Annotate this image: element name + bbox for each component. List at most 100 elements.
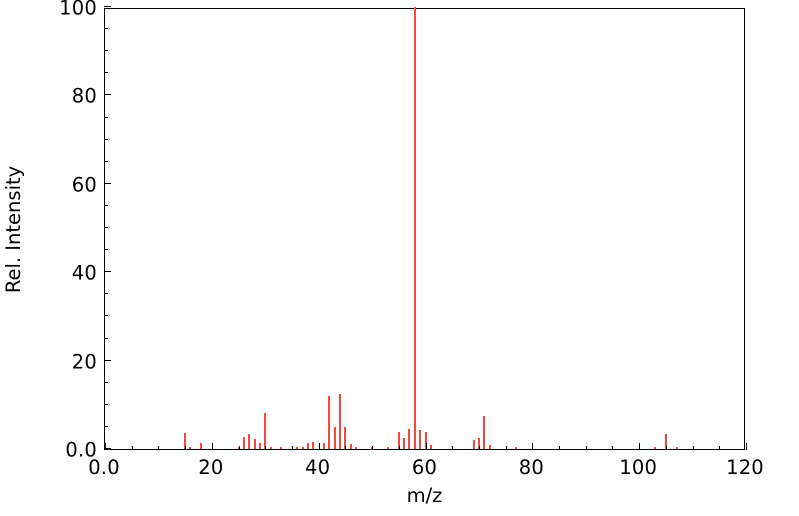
spectrum-peak — [349, 444, 352, 449]
spectrum-peak — [328, 395, 331, 449]
spectrum-peak — [488, 445, 491, 449]
x-tick-major — [105, 443, 106, 450]
spectrum-peak — [403, 437, 406, 449]
spectrum-peak — [387, 447, 390, 449]
x-tick-label: 100 — [619, 456, 658, 479]
y-tick-major — [104, 271, 111, 273]
spectrum-peak — [189, 447, 192, 449]
spectrum-peak — [301, 446, 304, 449]
x-tick-major — [425, 443, 427, 450]
y-tick-minor — [104, 249, 108, 251]
x-tick-minor — [291, 446, 293, 450]
y-tick-minor — [104, 138, 108, 140]
x-tick-minor — [345, 446, 347, 450]
x-tick-label: 0.0 — [88, 456, 120, 479]
y-tick-label: 0.0 — [65, 438, 97, 462]
x-tick-minor — [478, 446, 480, 450]
x-tick-minor — [265, 446, 267, 450]
y-tick-major — [104, 6, 111, 7]
y-tick-major — [104, 359, 111, 361]
spectrum-peak — [312, 442, 315, 449]
x-tick-minor — [559, 446, 561, 450]
x-tick-label: 120 — [726, 456, 764, 479]
y-axis-title: Rel. Intensity — [0, 8, 28, 450]
x-tick-minor — [612, 446, 614, 450]
y-tick-minor — [104, 293, 108, 295]
spectrum-peak — [355, 446, 358, 449]
spectrum-peak — [269, 446, 272, 449]
y-tick-minor — [104, 72, 108, 74]
x-tick-label: 40 — [305, 456, 331, 479]
y-tick-minor — [104, 50, 108, 52]
y-tick-label: 100 — [59, 0, 97, 20]
spectrum-peak — [200, 443, 203, 449]
spectrum-peak — [654, 447, 657, 449]
spectrum-peak — [413, 7, 416, 449]
y-tick-minor — [104, 315, 108, 317]
spectrum-peak — [306, 442, 309, 449]
x-tick-minor — [585, 446, 587, 450]
x-tick-minor — [185, 446, 187, 450]
spectrum-peak — [323, 443, 325, 449]
y-tick-minor — [104, 381, 108, 383]
x-tick-major — [532, 443, 534, 450]
y-tick-label: 60 — [71, 173, 97, 197]
x-tick-minor — [665, 446, 667, 450]
spectrum-peak — [253, 439, 256, 449]
spectrum-peak — [424, 431, 427, 449]
spectrum-peak — [419, 430, 422, 449]
y-tick-major — [104, 448, 111, 449]
spectrum-peak — [664, 434, 667, 449]
spectrum-peak — [397, 432, 400, 449]
spectrum-peak — [264, 412, 267, 449]
y-tick-label: 80 — [71, 84, 97, 108]
x-tick-major — [318, 443, 320, 450]
x-axis-title: m/z — [406, 484, 443, 507]
x-tick-minor — [692, 446, 694, 450]
x-tick-label: 60 — [411, 456, 438, 479]
x-tick-major — [211, 443, 213, 450]
y-tick-minor — [104, 425, 108, 427]
spectrum-peak — [296, 446, 299, 449]
spectrum-peak — [477, 437, 480, 449]
x-tick-minor — [158, 446, 160, 450]
spectrum-peak — [333, 426, 336, 449]
spectrum-peak — [408, 429, 411, 449]
x-tick-minor — [131, 446, 133, 450]
x-tick-label: 20 — [198, 456, 224, 479]
spectrum-peak — [248, 434, 251, 449]
spectrum-peak — [344, 426, 347, 449]
y-tick-minor — [104, 28, 108, 30]
x-tick-major — [746, 443, 747, 450]
y-tick-major — [104, 182, 111, 184]
spectrum-peak — [242, 436, 245, 449]
peak-series — [105, 7, 744, 449]
y-tick-minor — [104, 227, 108, 228]
spectrum-peak — [472, 440, 475, 449]
spectrum-peak — [483, 415, 486, 449]
spectrum-peak — [515, 447, 518, 449]
y-tick-minor — [104, 116, 108, 118]
y-tick-minor — [104, 160, 108, 162]
y-axis-title-text: Rel. Intensity — [2, 165, 26, 293]
x-tick-major — [639, 443, 641, 450]
x-tick-minor — [719, 446, 721, 450]
y-tick-major — [104, 94, 111, 96]
y-tick-minor — [104, 403, 108, 405]
x-tick-minor — [452, 446, 454, 450]
spectrum-peak — [258, 443, 261, 449]
spectrum-peak — [280, 447, 283, 449]
y-tick-label: 20 — [71, 350, 97, 374]
spectrum-peak — [675, 447, 678, 449]
x-tick-minor — [372, 446, 374, 450]
y-tick-minor — [104, 204, 108, 206]
plot-area — [104, 6, 747, 450]
x-tick-minor — [398, 446, 400, 450]
spectrum-peak — [184, 433, 187, 449]
y-tick-label: 40 — [71, 261, 97, 285]
x-tick-minor — [505, 446, 507, 450]
spectrum-peak — [339, 393, 342, 449]
x-tick-label: 80 — [518, 456, 544, 479]
spectrum-peak — [429, 444, 432, 449]
